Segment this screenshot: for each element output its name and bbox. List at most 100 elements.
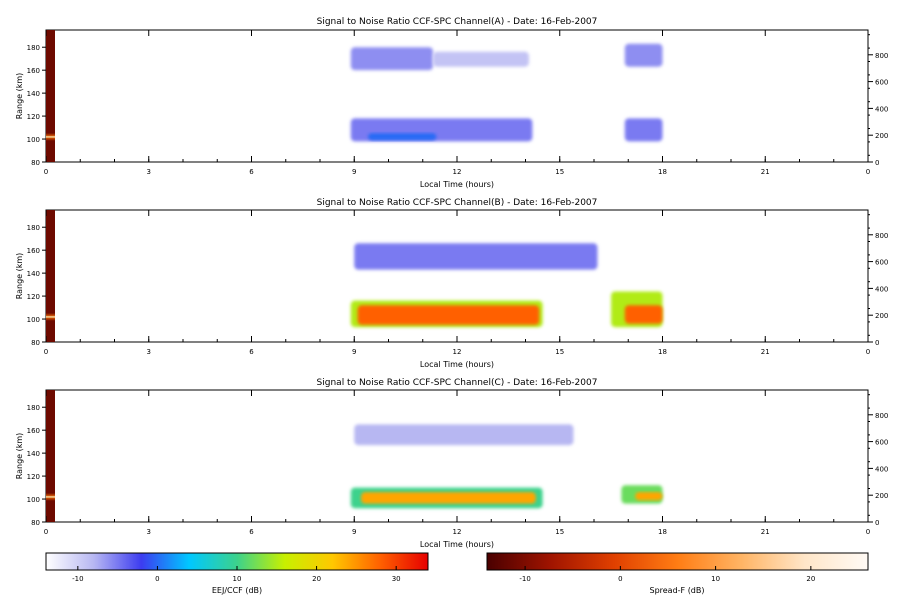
colorbar-tick-label: 0: [618, 575, 622, 583]
panel-title: Signal to Noise Ratio CCF-SPC Channel(A)…: [317, 17, 598, 27]
colorbar-label: Spread-F (dB): [649, 586, 704, 595]
x-tick-label: 0: [866, 528, 870, 536]
x-tick-label: 3: [147, 348, 151, 356]
colorbar-spread-f: -10 0 10 20 Spread-F (dB): [486, 552, 869, 595]
y2-tick-label: 600: [875, 439, 888, 447]
y-tick-label: 120: [27, 473, 40, 481]
colorbar-tick-label: 10: [711, 575, 720, 583]
y2-tick-label: 800: [875, 232, 888, 240]
colorbar-eej: -10 0 10 20 30 EEJ/CCF (dB): [45, 552, 429, 595]
x-tick-label: 15: [555, 348, 564, 356]
snr-region: [354, 243, 598, 270]
snr-region: [635, 492, 663, 501]
spread-f-strip: [46, 210, 55, 342]
colorbar-tick-label: 20: [312, 575, 321, 583]
snr-region: [624, 43, 663, 67]
panel-title: Signal to Noise Ratio CCF-SPC Channel(C)…: [317, 378, 598, 388]
x-tick-label: 9: [352, 168, 356, 176]
y-tick-label: 140: [27, 90, 40, 98]
snr-region: [357, 305, 540, 325]
x-tick-label: 12: [453, 168, 462, 176]
x-axis-label: Local Time (hours): [420, 180, 494, 189]
y-tick-label: 140: [27, 270, 40, 278]
colorbar-tick-label: 30: [392, 575, 401, 583]
x-tick-label: 3: [147, 528, 151, 536]
x-tick-label: 21: [761, 348, 770, 356]
y-axis-label: Range (km): [15, 73, 24, 120]
panel-title: Signal to Noise Ratio CCF-SPC Channel(B)…: [317, 198, 598, 208]
y-tick-label: 140: [27, 450, 40, 458]
y-tick-label: 120: [27, 293, 40, 301]
x-tick-label: 0: [866, 348, 870, 356]
colorbar-tick-label: 20: [806, 575, 815, 583]
spread-f-strip: [46, 390, 55, 522]
y-tick-label: 120: [27, 113, 40, 121]
y-tick-label: 80: [31, 519, 40, 527]
snr-layer: [350, 43, 663, 142]
colorbar-tick-label: 10: [233, 575, 242, 583]
y-tick-label: 100: [27, 136, 40, 144]
x-tick-label: 15: [555, 168, 564, 176]
x-tick-label: 9: [352, 528, 356, 536]
x-tick-label: 12: [453, 348, 462, 356]
y-tick-label: 180: [27, 44, 40, 52]
y-axis-label: Range (km): [15, 433, 24, 480]
colorbar-ticks: -10 0 10 20 30: [72, 566, 401, 583]
snr-region: [433, 51, 529, 67]
snr-region: [624, 305, 663, 324]
snr-region: [361, 492, 536, 504]
colorbar-ticks: -10 0 10 20: [519, 566, 815, 583]
x-tick-label: 9: [352, 348, 356, 356]
colorbar-tick-label: 0: [155, 575, 159, 583]
y-tick-label: 180: [27, 224, 40, 232]
plot-frame: [45, 29, 869, 163]
axes: 0 3 6 9 12 15 18 21 0 80 100 120 140 160 180 0 200 400 600…: [27, 390, 888, 536]
y2-tick-label: 800: [875, 412, 888, 420]
y-tick-label: 180: [27, 404, 40, 412]
colorbar-ramp: [486, 552, 869, 571]
x-tick-label: 21: [761, 168, 770, 176]
snr-region: [354, 424, 574, 446]
x-tick-label: 21: [761, 528, 770, 536]
x-tick-label: 6: [249, 168, 254, 176]
x-tick-label: 6: [249, 528, 254, 536]
axes: 0 3 6 9 12 15 18 21 0 80 100 120 140 160 180 0 200 400 600…: [27, 210, 888, 356]
x-tick-label: 6: [249, 348, 254, 356]
y2-tick-label: 0: [875, 159, 879, 167]
x-tick-label: 0: [866, 168, 870, 176]
y2-tick-label: 200: [875, 132, 888, 140]
y2-tick-label: 200: [875, 312, 888, 320]
y-tick-label: 160: [27, 427, 40, 435]
y2-tick-label: 400: [875, 105, 888, 113]
x-tick-label: 0: [44, 348, 48, 356]
x-tick-label: 0: [44, 528, 48, 536]
snr-region: [350, 47, 434, 71]
x-axis-label: Local Time (hours): [420, 540, 494, 549]
x-tick-label: 12: [453, 528, 462, 536]
colorbar-tick-label: -10: [519, 575, 530, 583]
x-axis-label: Local Time (hours): [420, 360, 494, 369]
snr-layer: [350, 243, 663, 328]
y2-tick-label: 0: [875, 339, 879, 347]
x-tick-label: 15: [555, 528, 564, 536]
x-tick-label: 0: [44, 168, 48, 176]
y2-tick-label: 600: [875, 79, 888, 87]
y-tick-label: 80: [31, 159, 40, 167]
panel-channel-a: Signal to Noise Ratio CCF-SPC Channel(A)…: [15, 17, 888, 189]
y2-tick-label: 0: [875, 519, 879, 527]
y2-tick-label: 400: [875, 285, 888, 293]
axes: 0 3 6 9 12 15 18 21 0 80 100 120 140 160 180 0 200 400 600…: [27, 30, 888, 176]
colorbar-label: EEJ/CCF (dB): [212, 586, 262, 595]
x-tick-label: 18: [658, 528, 667, 536]
y-tick-label: 160: [27, 67, 40, 75]
y2-tick-label: 800: [875, 52, 888, 60]
snr-layer: [350, 424, 663, 509]
y2-tick-label: 600: [875, 259, 888, 267]
x-tick-label: 18: [658, 348, 667, 356]
x-tick-label: 3: [147, 168, 151, 176]
y-tick-label: 100: [27, 316, 40, 324]
snr-region: [367, 133, 437, 141]
y-axis-label: Range (km): [15, 253, 24, 300]
colorbar-tick-label: -10: [72, 575, 83, 583]
